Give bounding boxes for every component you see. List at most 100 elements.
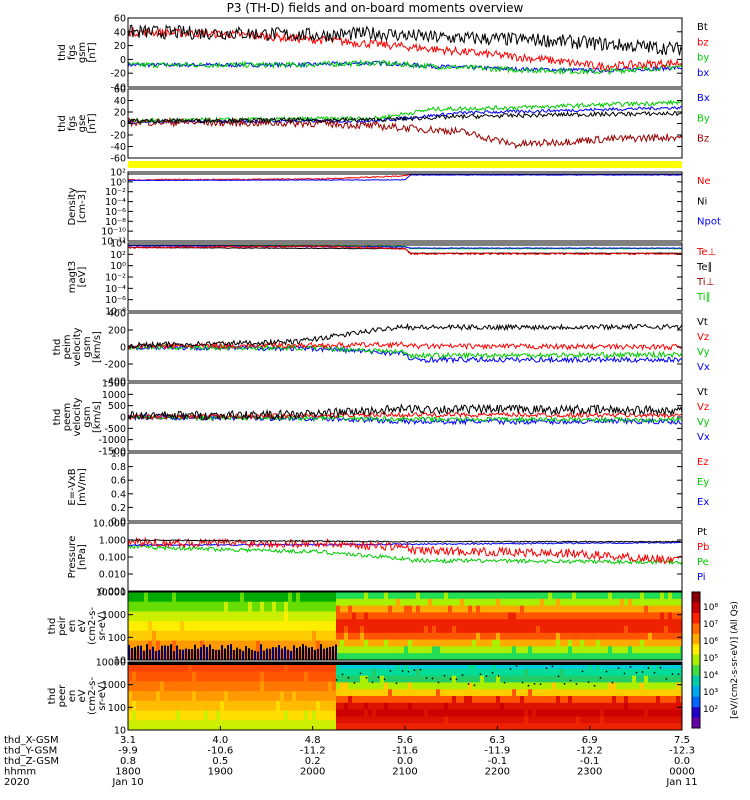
fgs_gsm-ytick: 40 bbox=[114, 27, 126, 38]
colorbar-segment bbox=[692, 654, 700, 666]
peim_velocity-ylabel: peim bbox=[62, 334, 73, 359]
peim_velocity-legend-1: Vz bbox=[697, 332, 709, 343]
colorbar-label: 10⁷ bbox=[703, 620, 718, 630]
density-ylabel: [cm-3] bbox=[77, 190, 88, 223]
density-ylabel: Density bbox=[67, 187, 78, 225]
efield-ylabel: E=-VxB bbox=[67, 468, 78, 505]
xaxis-row-label: thd_X-GSM bbox=[4, 735, 59, 746]
colorbar-label: 10⁵ bbox=[703, 654, 718, 664]
peim_velocity-legend-3: Vx bbox=[697, 362, 710, 373]
density-ytick: 10⁻⁶ bbox=[105, 207, 126, 218]
xaxis-value: 0.0 bbox=[397, 756, 413, 767]
fgs_gsm-series-by bbox=[128, 59, 682, 76]
efield-legend-2: Ex bbox=[697, 497, 709, 508]
fgs_gsm-series-Bt bbox=[128, 24, 682, 56]
peim_velocity-ytick: 0 bbox=[120, 343, 126, 354]
xaxis-value: -10.6 bbox=[207, 746, 233, 757]
xaxis-value: 4.0 bbox=[212, 735, 228, 746]
peer_spec-ylabel: en bbox=[67, 690, 78, 703]
peer_spec-spectrogram bbox=[128, 662, 682, 730]
fgs_gse-legend-1: By bbox=[697, 113, 710, 124]
peem_velocity-ytick: -1000 bbox=[98, 435, 126, 446]
xaxis-value: -11.6 bbox=[392, 746, 418, 757]
fgs_gsm-legend-1: bz bbox=[697, 37, 709, 48]
peem_velocity-ylabel: [km/s] bbox=[92, 401, 103, 433]
peir_spec-ylabel: eV bbox=[77, 619, 88, 632]
colorbar-label: 10² bbox=[703, 705, 718, 715]
xaxis-row-label: hhmm bbox=[4, 767, 36, 778]
xaxis-value: 4.8 bbox=[305, 735, 321, 746]
fgs_gsm-legend-3: bx bbox=[697, 68, 709, 79]
pressure-ylabel: [nPa] bbox=[77, 544, 88, 570]
xaxis-value: 0.5 bbox=[212, 756, 228, 767]
temperature-ytick: 10⁻² bbox=[105, 273, 126, 284]
density-ytick: 10⁻¹² bbox=[101, 237, 126, 248]
fgs_gse-ytick: 0 bbox=[120, 119, 126, 130]
xaxis-value: -0.1 bbox=[488, 756, 508, 767]
fgs_gsm-legend-2: by bbox=[697, 53, 709, 64]
density-ytick: 10⁻⁴ bbox=[105, 197, 126, 208]
density-legend-0: Ne bbox=[697, 176, 711, 187]
colorbar-segment bbox=[692, 665, 700, 677]
density-ytick: 10⁰ bbox=[110, 177, 126, 188]
temperature-series-Ti⊥ bbox=[128, 245, 682, 249]
peir_spec-ylabel: (cm2-s- bbox=[87, 607, 98, 645]
fgs_gsm-ylabel: fgs bbox=[67, 45, 78, 60]
fgs_gse-ytick: 20 bbox=[114, 108, 126, 119]
xaxis-value: 5.6 bbox=[397, 735, 413, 746]
fgs_gsm-frame bbox=[127, 17, 683, 88]
efield-ytick: 0.4 bbox=[111, 489, 126, 500]
fgs_gsm-series-bz bbox=[128, 26, 682, 72]
peim_velocity-ytick: -400 bbox=[104, 377, 126, 388]
peer_spec-ytick: 10 bbox=[114, 726, 126, 737]
pressure-series-Pb bbox=[128, 536, 682, 565]
colorbar-segment bbox=[692, 612, 700, 624]
peim_velocity-ytick: 200 bbox=[108, 326, 126, 337]
peer_spec-ylabel: eV bbox=[77, 689, 88, 702]
efield-ytick: 1.0 bbox=[111, 449, 126, 460]
colorbar-label: 10⁶ bbox=[703, 637, 718, 647]
efield-ylabel: [mV/m] bbox=[77, 468, 88, 506]
xaxis-value: 2300 bbox=[577, 767, 602, 778]
xaxis-value: -0.1 bbox=[580, 756, 600, 767]
colorbar-segment bbox=[692, 602, 700, 614]
peer_spec-ytick: 100 bbox=[108, 703, 126, 714]
peer_spec-ylabel: (cm2-s- bbox=[87, 677, 98, 715]
pressure-ytick: 0.010 bbox=[99, 570, 126, 581]
peir_spec-ylabel: peir bbox=[57, 615, 68, 635]
fgs_gse-series-Bx bbox=[128, 105, 682, 125]
temperature-ytick: 10⁻⁴ bbox=[105, 284, 126, 295]
fgs_gse-ytick: -20 bbox=[110, 131, 126, 142]
fgs_gse-ylabel: thd bbox=[57, 115, 68, 132]
xaxis-value: 3.1 bbox=[120, 735, 136, 746]
colorbar-segment bbox=[692, 623, 700, 635]
colorbar-segment bbox=[692, 707, 700, 719]
fgs_gsm-ylabel: gsm bbox=[77, 42, 88, 63]
peir_spec-ylabel: sr-eV) bbox=[97, 611, 108, 640]
fgs_gse-legend-2: Bz bbox=[697, 134, 709, 145]
peem_velocity-ylabel: gsm bbox=[82, 406, 93, 427]
density-frame bbox=[127, 171, 683, 242]
pressure-legend-1: Pb bbox=[697, 542, 709, 553]
efield-ytick: 0.0 bbox=[111, 517, 126, 528]
colorbar-label: 10⁸ bbox=[703, 603, 718, 613]
peem_velocity-ytick: 500 bbox=[108, 401, 126, 412]
pressure-series-Pt bbox=[128, 539, 682, 543]
efield-ytick: 0.6 bbox=[111, 476, 126, 487]
fgs_gsm-ylabel: thd bbox=[57, 44, 68, 61]
fgs_gse-ytick: -60 bbox=[110, 154, 126, 165]
temperature-ytick: 10² bbox=[110, 250, 126, 261]
efield-frame bbox=[127, 452, 683, 522]
density-ytick: 10⁻¹⁰ bbox=[101, 227, 126, 238]
xaxis-value: 1800 bbox=[115, 767, 140, 778]
peim_velocity-ytick: -200 bbox=[104, 360, 126, 371]
xaxis-value: 0.2 bbox=[305, 756, 321, 767]
peem_velocity-legend-3: Vx bbox=[697, 432, 710, 443]
xaxis-value: 1900 bbox=[208, 767, 233, 778]
pressure-ytick: 10.000 bbox=[93, 519, 126, 530]
efield-ytick: 0.8 bbox=[111, 462, 126, 473]
fgs_gsm-ytick: -40 bbox=[110, 83, 126, 94]
xaxis-value: Jan 10 bbox=[111, 777, 143, 788]
fgs_gsm-legend-0: Bt bbox=[697, 22, 708, 33]
fgs_gsm-ytick: 60 bbox=[114, 14, 126, 25]
